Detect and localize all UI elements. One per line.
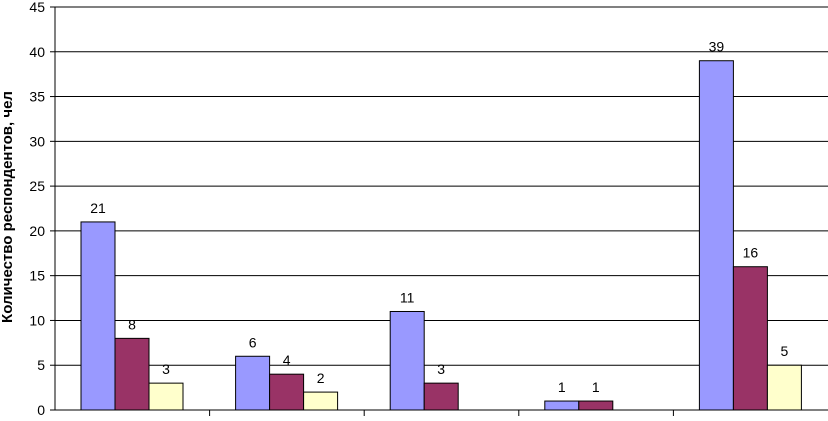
bar bbox=[578, 400, 614, 411]
data-label: 11 bbox=[400, 289, 415, 305]
data-label: 8 bbox=[128, 316, 136, 332]
bars bbox=[80, 60, 802, 411]
bar bbox=[732, 266, 768, 411]
bar bbox=[544, 400, 580, 411]
y-tick-label: 45 bbox=[29, 0, 45, 15]
bar bbox=[114, 337, 150, 411]
data-label: 3 bbox=[437, 361, 445, 377]
data-label: 16 bbox=[743, 245, 759, 261]
y-tick-label: 30 bbox=[29, 133, 45, 149]
bar bbox=[423, 382, 459, 411]
bar bbox=[148, 382, 184, 411]
y-tick-label: 15 bbox=[29, 268, 45, 284]
y-tick-label: 40 bbox=[29, 44, 45, 60]
data-label: 39 bbox=[709, 39, 725, 55]
gridlines bbox=[55, 6, 828, 411]
bar bbox=[389, 310, 425, 411]
y-tick-label: 10 bbox=[29, 312, 45, 328]
y-tick-label: 25 bbox=[29, 178, 45, 194]
data-label: 2 bbox=[317, 370, 325, 386]
bar bbox=[235, 355, 271, 411]
y-tick-label: 5 bbox=[37, 357, 45, 373]
data-label: 1 bbox=[592, 379, 600, 395]
data-label: 21 bbox=[90, 200, 106, 216]
y-tick-label: 20 bbox=[29, 223, 45, 239]
data-label: 4 bbox=[283, 352, 291, 368]
y-tick-label: 35 bbox=[29, 89, 45, 105]
bar bbox=[766, 364, 802, 411]
data-label: 3 bbox=[162, 361, 170, 377]
y-tick-label: 0 bbox=[37, 402, 45, 416]
y-axis-label: Количество респондентов, чел bbox=[0, 91, 16, 323]
bar bbox=[698, 60, 734, 411]
data-label: 5 bbox=[781, 343, 789, 359]
data-label: 1 bbox=[558, 379, 566, 395]
bar bbox=[303, 391, 339, 411]
bar bbox=[269, 373, 305, 411]
bar bbox=[80, 221, 116, 411]
data-label: 6 bbox=[249, 334, 257, 350]
